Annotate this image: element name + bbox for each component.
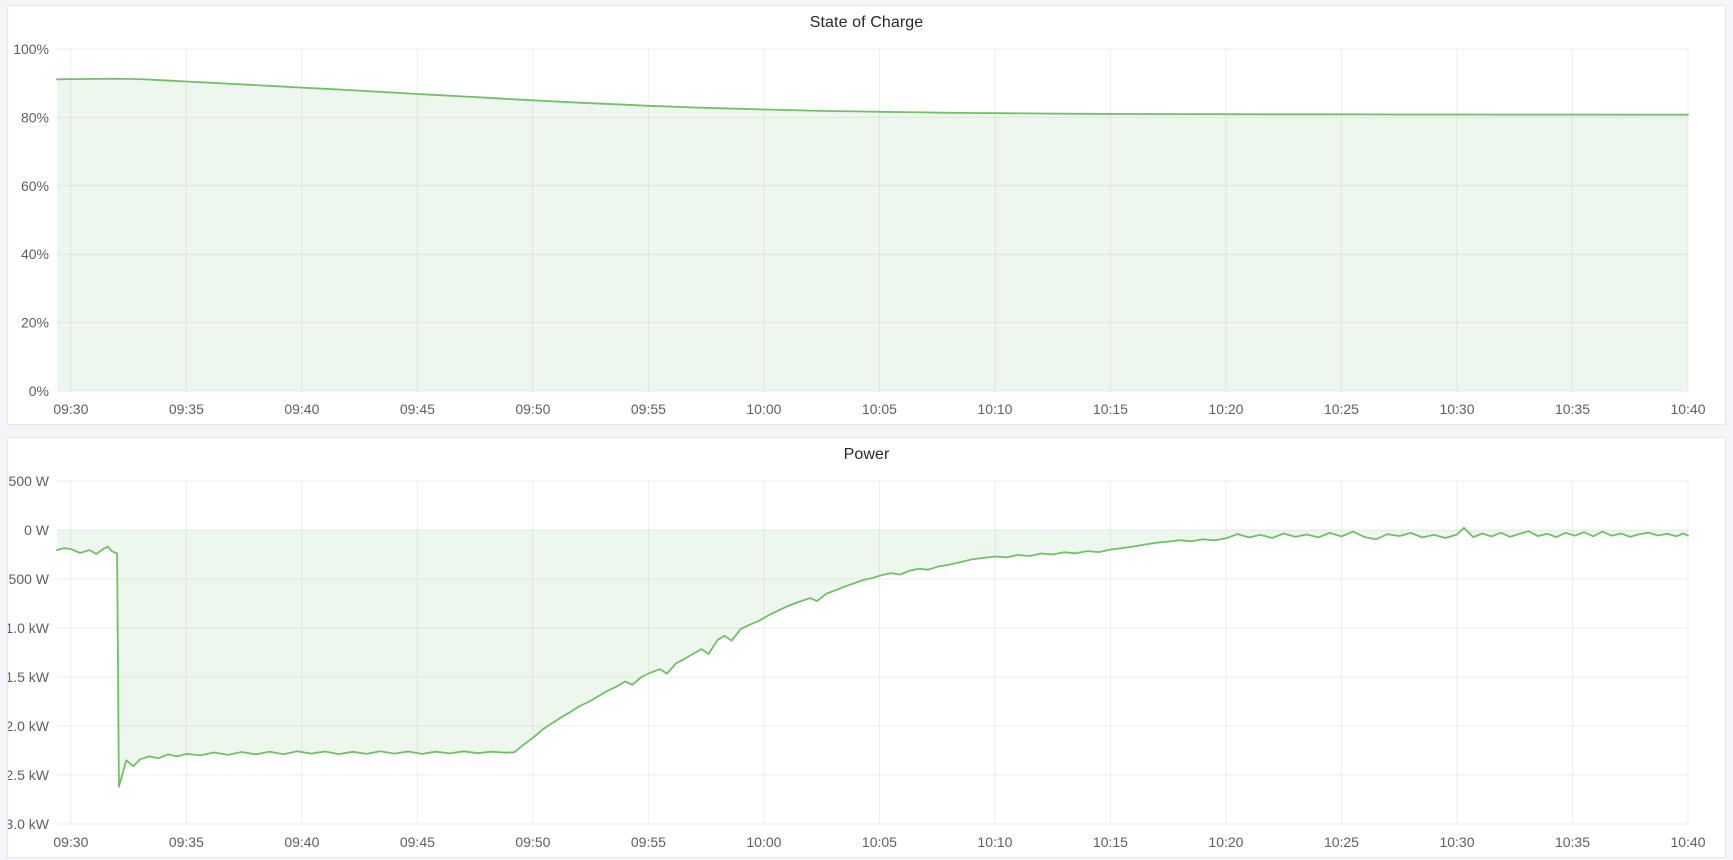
panel-state-of-charge: State of Charge 100% 80% 60% 40% 20% 0% 09:30 0… [7,5,1726,425]
x-axis-tick-label: 09:55 [631,834,666,850]
x-axis-tick-label: 09:35 [169,834,204,850]
x-axis-tick-label: 10:00 [746,401,781,417]
x-axis-tick-label: 09:55 [631,401,666,417]
x-axis-tick-label: 10:30 [1439,401,1474,417]
y-axis-tick-label: -2.0 kW [8,718,50,734]
x-axis-tick-label: 09:30 [53,401,88,417]
x-axis-tick-label: 10:05 [862,834,897,850]
x-axis-tick-label: 09:50 [515,834,550,850]
x-axis-tick-label: 10:10 [977,401,1012,417]
x-axis-tick-label: 10:25 [1324,834,1359,850]
y-axis-tick-label: -1.5 kW [8,669,50,685]
y-axis-tick-label: 40% [21,246,49,262]
x-axis-tick-label: 10:05 [862,401,897,417]
x-axis-tick-label: 10:00 [746,834,781,850]
x-axis-tick-label: 09:35 [169,401,204,417]
y-axis-tick-label: 80% [21,109,49,125]
y-axis-tick-label: -1.0 kW [8,620,50,636]
x-axis-tick-label: 10:15 [1093,401,1128,417]
x-axis-tick-label: 09:30 [53,834,88,850]
series-area-fill [57,527,1688,787]
series-line [56,526,1689,788]
y-axis-tick-label: -2.5 kW [8,767,50,783]
panel-title[interactable]: Power [843,446,890,463]
y-axis-tick-label: -3.0 kW [8,816,50,832]
x-axis-tick-label: 10:40 [1670,401,1705,417]
y-axis-tick-label: 500 W [9,473,50,489]
x-axis-tick-label: 10:30 [1439,834,1474,850]
series-area-fill [57,78,1688,392]
panel-power: Power 500 W 0 W -500 W -1.0 kW -1.5 kW -2.0 k… [7,437,1726,858]
x-axis-tick-label: 09:45 [400,834,435,850]
x-axis-tick-label: 10:20 [1208,401,1243,417]
y-axis-tick-label: 20% [21,315,49,331]
x-axis-tick-label: 10:40 [1670,834,1705,850]
x-axis-tick-label: 10:20 [1208,834,1243,850]
power-chart[interactable]: 500 W 0 W -500 W -1.0 kW -1.5 kW -2.0 kW -2.5 … [8,438,1725,857]
state-of-charge-chart[interactable]: 100% 80% 60% 40% 20% 0%09:30 09:35 09:40 09:45 09… [8,6,1725,424]
panel-title[interactable]: State of Charge [809,14,924,31]
x-axis-tick-label: 09:40 [284,401,319,417]
x-axis-tick-label: 09:50 [515,401,550,417]
y-axis-tick-label: 100% [13,41,49,57]
y-axis-tick-label: 0 W [24,522,50,538]
y-axis-tick-label: 60% [21,178,49,194]
y-axis-tick-label: 0% [29,383,49,399]
x-axis-tick-label: 10:10 [977,834,1012,850]
y-axis-tick-label: -500 W [8,571,50,587]
x-axis-tick-label: 09:45 [400,401,435,417]
x-axis-tick-label: 10:35 [1555,401,1590,417]
series-line [56,77,1689,116]
x-axis-tick-label: 10:15 [1093,834,1128,850]
x-axis-tick-label: 10:35 [1555,834,1590,850]
x-axis-tick-label: 10:25 [1324,401,1359,417]
x-axis-tick-label: 09:40 [284,834,319,850]
